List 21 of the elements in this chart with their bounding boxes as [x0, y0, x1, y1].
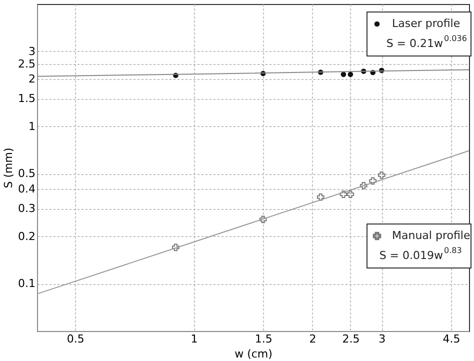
y-tick-label: 0.5 — [18, 167, 36, 180]
x-axis-title: w (cm) — [234, 348, 272, 360]
y-axis-title: S (mm) — [2, 148, 16, 188]
legend-label: Manual profile — [392, 229, 470, 242]
x-tick-label: 4.5 — [442, 332, 460, 346]
x-tick-label: 2 — [309, 332, 316, 346]
legend-label: Laser profile — [392, 17, 460, 30]
x-tick-label: 1.5 — [254, 332, 272, 346]
y-tick-label: 1 — [28, 120, 36, 133]
x-tick-label: 2.5 — [342, 332, 360, 346]
y-tick-label: 0.2 — [18, 230, 36, 243]
x-tick-label: 1 — [190, 332, 198, 346]
y-tick-label: 2 — [28, 72, 36, 86]
y-tick-label: 0.3 — [18, 202, 36, 216]
y-tick-label: 3 — [28, 44, 36, 58]
x-tick-label: 0.5 — [66, 332, 84, 346]
y-tick-label: 0.4 — [18, 182, 36, 196]
x-tick-label: 3 — [378, 332, 386, 346]
y-tick-label: 2.5 — [18, 57, 36, 70]
y-tick-label: 1.5 — [18, 92, 36, 106]
y-tick-label: 0.1 — [18, 277, 36, 290]
